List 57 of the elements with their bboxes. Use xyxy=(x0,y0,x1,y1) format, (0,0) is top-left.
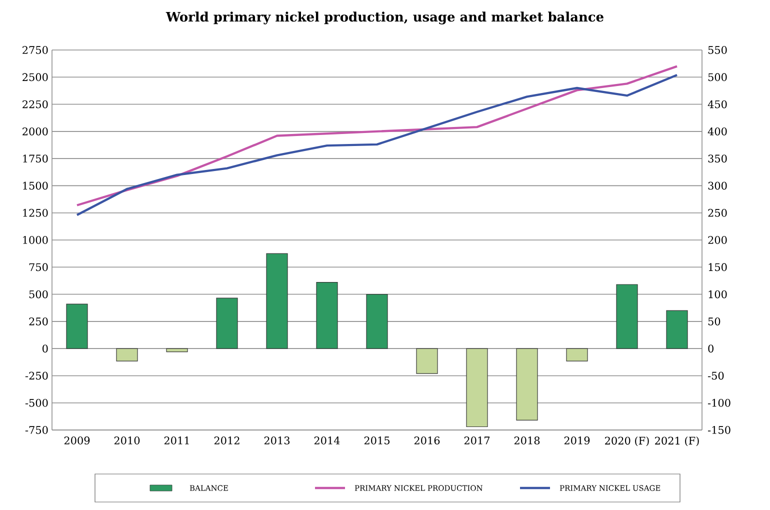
y2-tick-label: 250 xyxy=(708,208,727,217)
x-tick-label: 2011 xyxy=(164,436,189,444)
bar xyxy=(266,253,288,349)
bar xyxy=(616,284,638,349)
y-tick-label: 500 xyxy=(29,290,48,298)
x-tick-label: 2020 (F) xyxy=(605,436,649,446)
y2-tick-label: -150 xyxy=(708,426,730,434)
y-tick-label: 1000 xyxy=(23,236,48,244)
x-tick-label: 2018 xyxy=(514,436,540,444)
y-tick-label: 750 xyxy=(29,263,48,272)
y2-tick-label: 0 xyxy=(708,344,714,353)
bar xyxy=(116,348,138,362)
x-tick-label: 2016 xyxy=(414,436,440,444)
x-tick-label: 2015 xyxy=(364,436,390,444)
x-tick-label: 2019 xyxy=(564,436,590,444)
y-tick-label: 250 xyxy=(29,317,48,326)
y2-tick-label: 400 xyxy=(708,127,727,136)
y-tick-label: 2750 xyxy=(22,46,48,54)
y2-tick-label: 500 xyxy=(708,73,727,82)
y-tick-label: 2250 xyxy=(22,100,48,108)
y2-tick-label: 150 xyxy=(708,263,727,272)
x-tick-label: 2010 xyxy=(114,436,140,444)
x-tick-label: 2009 xyxy=(64,436,90,444)
bar xyxy=(366,294,388,349)
y2-tick-label: 100 xyxy=(708,290,727,298)
y2-tick-label: 50 xyxy=(708,317,720,326)
y-tick-label: 1500 xyxy=(23,182,48,190)
bar xyxy=(316,282,338,349)
bar xyxy=(216,298,238,349)
y2-tick-label: 350 xyxy=(708,154,727,163)
y2-tick-label: 300 xyxy=(708,182,727,190)
x-tick-label: 2012 xyxy=(214,436,240,444)
bar xyxy=(466,348,488,428)
y-tick-label: 1750 xyxy=(23,154,48,163)
bar xyxy=(666,310,688,349)
bar xyxy=(66,304,88,349)
y-tick-label: 2000 xyxy=(22,127,48,136)
bar xyxy=(166,348,188,352)
y-tick-label: -500 xyxy=(25,398,48,407)
y-tick-label: 2500 xyxy=(22,73,48,82)
x-tick-label: 2021 (F) xyxy=(655,436,699,446)
y-tick-label: 1250 xyxy=(23,208,48,217)
y2-tick-label: -100 xyxy=(708,398,730,407)
y2-tick-label: -50 xyxy=(708,372,724,380)
bar xyxy=(516,348,538,421)
y-tick-label: 0 xyxy=(42,344,48,353)
y-tick-label: -250 xyxy=(25,372,48,380)
y-tick-label: -750 xyxy=(25,426,48,434)
chart-title: World primary nickel production, usage and market balance xyxy=(166,12,604,24)
y2-tick-label: 550 xyxy=(708,46,727,54)
bar xyxy=(566,348,588,362)
bar xyxy=(416,348,438,374)
x-tick-label: 2014 xyxy=(314,436,340,444)
y2-tick-label: 450 xyxy=(708,100,727,108)
x-tick-label: 2013 xyxy=(264,436,290,444)
x-tick-label: 2017 xyxy=(464,436,490,444)
y2-tick-label: 200 xyxy=(708,236,727,244)
